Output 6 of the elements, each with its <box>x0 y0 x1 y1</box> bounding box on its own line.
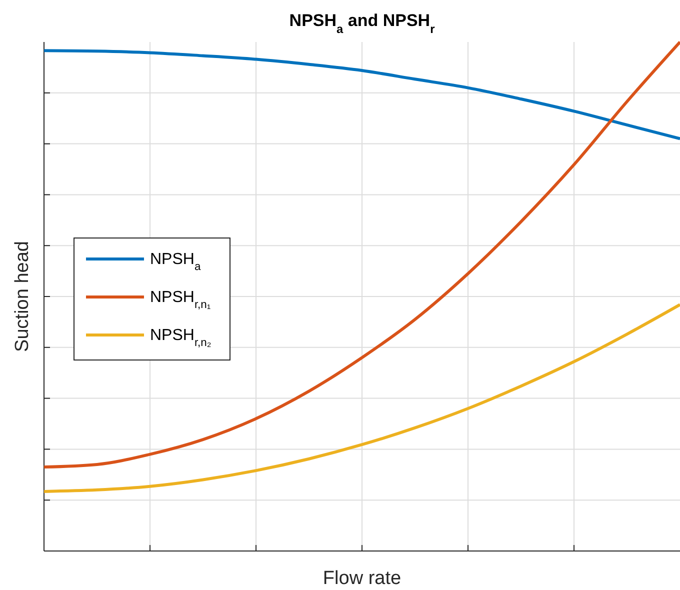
y-axis-title: Suction head <box>12 241 33 352</box>
x-axis-title: Flow rate <box>322 568 402 589</box>
chart-title: NPSH$_{a}$ and NPSH$_{r}$ <box>289 11 436 36</box>
legend-label: NPSH$_{r,n₁}$ <box>150 289 211 311</box>
legend-label: NPSH$_{r,n₂}$ <box>150 327 212 349</box>
legend-label: NPSH$_{a}$ <box>150 251 202 273</box>
